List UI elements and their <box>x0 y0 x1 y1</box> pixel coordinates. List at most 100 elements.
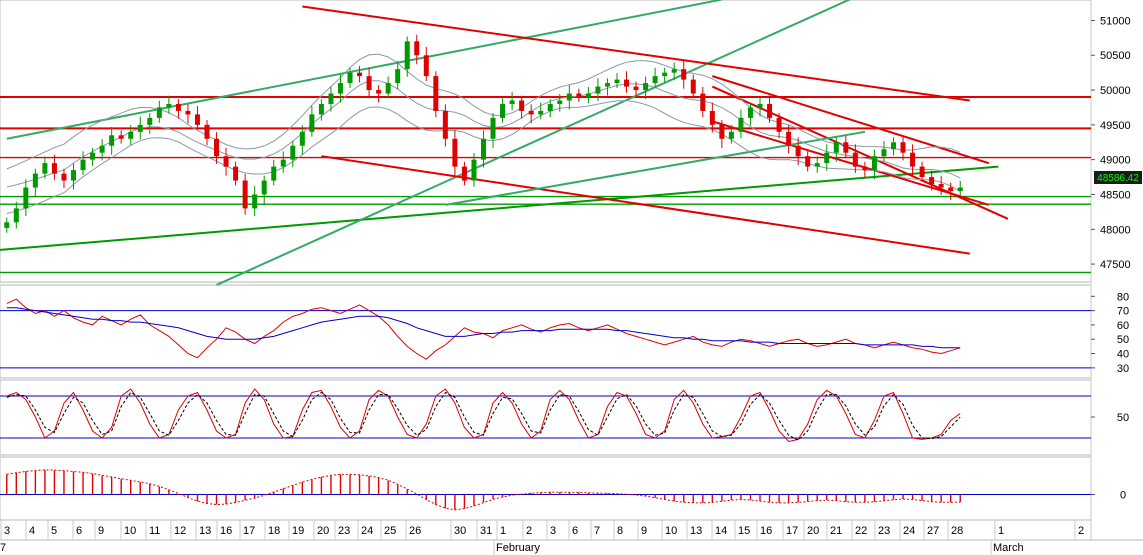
x-tick-label: 2 <box>526 525 532 537</box>
x-tick-label: 31 <box>480 525 492 537</box>
candle-body <box>337 83 343 94</box>
middle-band <box>6 80 961 188</box>
last-price-label: 48586.42 <box>1097 173 1139 184</box>
candle-body <box>890 142 896 150</box>
candle-body <box>175 103 181 111</box>
candle-body <box>147 117 153 125</box>
x-tick-label: 2 <box>1078 525 1084 537</box>
x-tick-label: 1 <box>500 525 506 537</box>
candle-body <box>547 103 553 111</box>
candle-body <box>214 138 220 157</box>
candle-body <box>271 166 277 181</box>
candle-body <box>442 110 448 139</box>
candle-body <box>519 100 525 111</box>
candle-body <box>938 184 944 188</box>
candle-body <box>185 110 191 115</box>
candle-body <box>662 72 668 77</box>
candles <box>4 34 963 233</box>
candle-body <box>423 55 429 77</box>
candle-body <box>90 152 96 160</box>
x-tick-label: 13 <box>690 525 702 537</box>
y-tick-label: 49500 <box>1100 120 1131 132</box>
price-panel: 51000 50500 50000 49500 49000 48500 48000 47500… <box>0 0 1142 286</box>
candle-body <box>376 90 382 94</box>
x-tick-label: 9 <box>641 525 647 537</box>
candle-body <box>919 166 925 178</box>
x-tick-label: 17 <box>243 525 255 537</box>
horizontal-levels <box>0 96 1091 274</box>
candle-body <box>633 86 639 91</box>
y-tick-label: 30 <box>1117 363 1129 375</box>
x-tick-label: 30 <box>454 525 466 537</box>
candle-body <box>137 124 143 132</box>
trendlines <box>0 0 1009 286</box>
x-axis: 3 4 5 6 9 10 11 12 13 16 17 18 19 20 23 24 25 26 30 31 1 2 3 6 7… <box>0 519 1143 555</box>
x-tick-label: 6 <box>76 525 82 537</box>
candle-body <box>776 117 782 132</box>
x-tick-label: 26 <box>409 525 421 537</box>
candle-body <box>385 83 391 94</box>
candle-body <box>128 131 134 139</box>
candle-body <box>23 187 29 209</box>
candle-body <box>576 93 582 98</box>
candle-body <box>767 103 773 118</box>
candle-body <box>900 142 906 153</box>
candle-body <box>223 156 229 167</box>
candle-body <box>414 41 420 56</box>
candle-body <box>99 145 105 153</box>
stochastic-y-axis: 50 <box>1091 412 1129 424</box>
x-tick-label: 10 <box>665 525 677 537</box>
candle-body <box>690 79 696 94</box>
candle-body <box>13 208 19 223</box>
y-tick-label: 48000 <box>1100 224 1131 236</box>
x-month-label: February <box>496 542 541 554</box>
candle-body <box>910 152 916 167</box>
x-tick-label: 19 <box>292 525 304 537</box>
x-tick-label: 12 <box>174 525 186 537</box>
candle-body <box>328 93 334 104</box>
candle-body <box>290 145 296 160</box>
x-tick-label: 22 <box>855 525 867 537</box>
candle-body <box>566 93 572 101</box>
x-tick-label: 23 <box>878 525 890 537</box>
candle-body <box>404 41 410 70</box>
trendline <box>321 155 970 255</box>
candle-body <box>109 135 115 146</box>
y-tick-label: 50 <box>1117 412 1129 424</box>
candle-body <box>118 135 124 139</box>
x-tick-label: 23 <box>338 525 350 537</box>
y-tick-label: 50000 <box>1100 85 1131 97</box>
candle-body <box>280 159 286 167</box>
candle-body <box>252 194 258 209</box>
y-tick-label: 48500 <box>1100 189 1131 201</box>
x-month-label: March <box>993 542 1024 554</box>
trendline <box>302 5 970 102</box>
x-tick-label: 16 <box>760 525 772 537</box>
trendline <box>216 0 851 286</box>
y-tick-label: 50 <box>1117 334 1129 346</box>
candle-body <box>652 76 658 84</box>
candle-body <box>433 76 439 111</box>
x-tick-label: 17 <box>786 525 798 537</box>
candle-body <box>461 166 467 181</box>
candle-body <box>881 149 887 157</box>
x-tick-label: 13 <box>199 525 211 537</box>
candle-body <box>843 142 849 153</box>
x-tick-label: 20 <box>317 525 329 537</box>
y-tick-label: 0 <box>1120 490 1126 502</box>
candle-body <box>614 79 620 84</box>
candle-body <box>500 103 506 118</box>
oscillator-panel: 80 70 60 50 40 30 <box>0 291 1129 375</box>
x-month-label: 7 <box>0 542 6 554</box>
candle-body <box>261 180 267 195</box>
x-tick-label: 18 <box>268 525 280 537</box>
candle-body <box>509 100 515 104</box>
candle-body <box>366 76 372 91</box>
candle-body <box>700 93 706 111</box>
candle-body <box>643 83 649 91</box>
candle-body <box>32 173 38 188</box>
candle-body <box>852 152 858 167</box>
x-tick-label: 1 <box>998 525 1004 537</box>
x-tick-label: 25 <box>384 525 396 537</box>
candle-body <box>595 86 601 94</box>
